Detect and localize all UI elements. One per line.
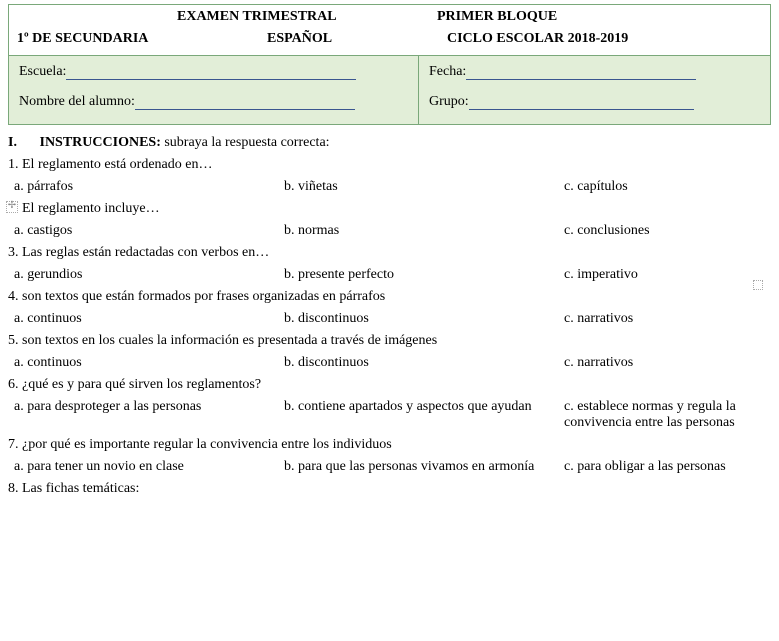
question-block: ✢2. El reglamento incluye… a. castigosb. … (8, 201, 771, 239)
option-b[interactable]: b. para que las personas vivamos en armo… (284, 459, 564, 475)
question-block: 6. ¿qué es y para qué sirven los reglame… (8, 377, 771, 431)
option-b[interactable]: b. contiene apartados y aspectos que ayu… (284, 399, 564, 431)
option-b[interactable]: b. viñetas (284, 179, 564, 195)
option-a[interactable]: a. continuos (14, 311, 284, 327)
header-spacer (17, 9, 177, 25)
options-row: a. continuosb. discontinuosc. narrativos (14, 355, 771, 371)
date-label: Fecha: (429, 64, 466, 79)
info-box: Escuela: Nombre del alumno: Fecha: Grupo… (8, 56, 771, 125)
table-handle-icon: ✢ (6, 201, 18, 213)
question-number: 4. (8, 289, 19, 304)
option-b[interactable]: b. discontinuos (284, 355, 564, 371)
header-box: EXAMEN TRIMESTRAL PRIMER BLOQUE 1º DE SE… (8, 4, 771, 56)
info-left: Escuela: Nombre del alumno: (9, 56, 419, 124)
subject-label: ESPAÑOL (267, 31, 447, 47)
question-body: ¿por qué es importante regular la conviv… (19, 437, 392, 452)
question-text: 2. El reglamento incluye… (8, 201, 771, 217)
name-label: Nombre del alumno: (19, 94, 135, 109)
options-row: a. gerundiosb. presente perfectoc. imper… (14, 267, 771, 283)
question-body: El reglamento está ordenado en… (19, 157, 213, 172)
question-body: son textos que están formados por frases… (19, 289, 386, 304)
instructions-line: I. INSTRUCCIONES: subraya la respuesta c… (8, 135, 771, 151)
options-row: a. para desproteger a las personasb. con… (14, 399, 771, 431)
option-c[interactable]: c. conclusiones (564, 223, 771, 239)
question-text: 6. ¿qué es y para qué sirven los reglame… (8, 377, 771, 393)
instructions-label: INSTRUCCIONES: (40, 135, 161, 150)
option-b[interactable]: b. discontinuos (284, 311, 564, 327)
header-row-2: 1º DE SECUNDARIA ESPAÑOL CICLO ESCOLAR 2… (17, 31, 762, 47)
group-field: Grupo: (429, 94, 760, 110)
question-number: 6. (8, 377, 19, 392)
option-a[interactable]: a. para desproteger a las personas (14, 399, 284, 431)
option-c[interactable]: c. imperativo (564, 267, 771, 283)
selection-marker (753, 280, 763, 290)
question-number: 3. (8, 245, 19, 260)
question-text: 7. ¿por qué es importante regular la con… (8, 437, 771, 453)
option-c[interactable]: c. establece normas y regula la conviven… (564, 399, 771, 431)
date-field: Fecha: (429, 64, 760, 80)
question-text: 8. Las fichas temáticas: (8, 481, 771, 497)
question-text: 1. El reglamento está ordenado en… (8, 157, 771, 173)
question-number: 1. (8, 157, 19, 172)
question-number: 7. (8, 437, 19, 452)
question-text: 4. son textos que están formados por fra… (8, 289, 771, 305)
school-label: Escuela: (19, 64, 66, 79)
options-row: a. continuosb. discontinuosc. narrativos (14, 311, 771, 327)
option-c[interactable]: c. narrativos (564, 355, 771, 371)
school-underline[interactable] (66, 65, 356, 80)
option-a[interactable]: a. párrafos (14, 179, 284, 195)
question-text: 3. Las reglas están redactadas con verbo… (8, 245, 771, 261)
name-field: Nombre del alumno: (19, 94, 408, 110)
option-b[interactable]: b. presente perfecto (284, 267, 564, 283)
question-block: 3. Las reglas están redactadas con verbo… (8, 245, 771, 283)
info-right: Fecha: Grupo: (419, 56, 770, 124)
question-text: 5. son textos en los cuales la informaci… (8, 333, 771, 349)
instructions-text: subraya la respuesta correcta: (161, 135, 330, 150)
exam-page: EXAMEN TRIMESTRAL PRIMER BLOQUE 1º DE SE… (0, 0, 779, 507)
question-body: Las fichas temáticas: (19, 481, 140, 496)
grade-label: 1º DE SECUNDARIA (17, 31, 267, 47)
name-underline[interactable] (135, 95, 355, 110)
school-field: Escuela: (19, 64, 408, 80)
header-row-1: EXAMEN TRIMESTRAL PRIMER BLOQUE (17, 9, 762, 25)
options-row: a. castigosb. normasc. conclusiones (14, 223, 771, 239)
question-block: 7. ¿por qué es importante regular la con… (8, 437, 771, 475)
question-body: son textos en los cuales la información … (19, 333, 438, 348)
option-c[interactable]: c. para obligar a las personas (564, 459, 771, 475)
exam-title: EXAMEN TRIMESTRAL (177, 9, 437, 25)
cycle-label: CICLO ESCOLAR 2018-2019 (447, 31, 762, 47)
question-body: El reglamento incluye… (19, 201, 160, 216)
options-row: a. para tener un novio en claseb. para q… (14, 459, 771, 475)
date-underline[interactable] (466, 65, 696, 80)
group-label: Grupo: (429, 94, 469, 109)
option-c[interactable]: c. narrativos (564, 311, 771, 327)
question-number: 8. (8, 481, 19, 496)
option-b[interactable]: b. normas (284, 223, 564, 239)
question-number: 5. (8, 333, 19, 348)
instructions-roman: I. (8, 135, 36, 151)
block-label: PRIMER BLOQUE (437, 9, 762, 25)
question-block: 1. El reglamento está ordenado en… a. pár… (8, 157, 771, 195)
question-block: 5. son textos en los cuales la informaci… (8, 333, 771, 371)
questions-list: 1. El reglamento está ordenado en… a. pár… (8, 157, 771, 497)
question-body: Las reglas están redactadas con verbos e… (19, 245, 270, 260)
option-a[interactable]: a. castigos (14, 223, 284, 239)
question-block: 4. son textos que están formados por fra… (8, 289, 771, 327)
option-a[interactable]: a. para tener un novio en clase (14, 459, 284, 475)
option-a[interactable]: a. gerundios (14, 267, 284, 283)
options-row: a. párrafosb. viñetasc. capítulos (14, 179, 771, 195)
question-body: ¿qué es y para qué sirven los reglamento… (19, 377, 262, 392)
option-a[interactable]: a. continuos (14, 355, 284, 371)
question-block: 8. Las fichas temáticas: (8, 481, 771, 497)
option-c[interactable]: c. capítulos (564, 179, 771, 195)
group-underline[interactable] (469, 95, 694, 110)
